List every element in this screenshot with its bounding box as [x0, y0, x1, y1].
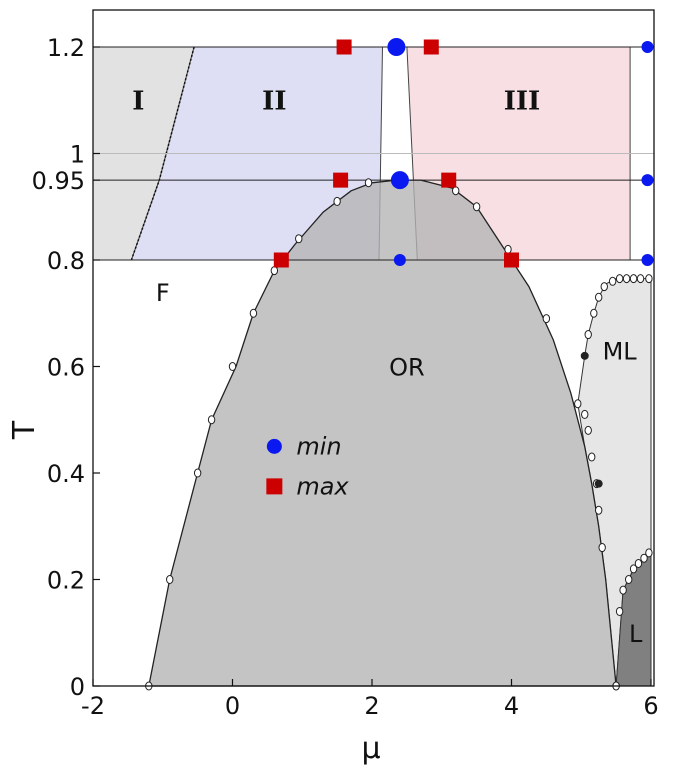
or-boundary-marker-16	[584, 425, 592, 435]
ml-boundary-marker-7	[629, 274, 638, 284]
min-point-large-1	[390, 171, 409, 190]
or-boundary-marker-1	[166, 575, 174, 584]
region-label-iii: III	[504, 86, 541, 116]
ml-boundary-marker-2	[594, 292, 603, 302]
ml-boundary-marker-1	[590, 308, 598, 318]
or-boundary-marker-14	[574, 399, 582, 409]
or-boundary-marker-6	[270, 266, 279, 276]
or-boundary-marker-10	[452, 186, 460, 196]
ml-boundary-marker-5	[615, 274, 624, 284]
y-tick-label-2: 0.4	[47, 460, 85, 488]
l-boundary-marker-4	[629, 564, 638, 574]
x-axis-title: μ	[361, 731, 380, 766]
y-tick-label-6: 1	[70, 141, 85, 169]
or-boundary-marker-12	[504, 244, 512, 254]
boundary-markers	[145, 178, 653, 691]
legend-min-label: min	[296, 432, 341, 460]
y-axis-title: T	[7, 420, 42, 440]
l-boundary-marker-1	[615, 606, 624, 616]
or-boundary-marker-2	[193, 468, 202, 478]
or-boundary-marker-19	[594, 505, 603, 515]
legend-max-marker	[266, 478, 283, 495]
ml-boundary-marker-3	[600, 282, 608, 292]
phase-label-f: F	[156, 279, 170, 307]
min-point-4	[641, 174, 654, 187]
or-boundary-marker-8	[333, 196, 341, 206]
or-boundary-marker-17	[588, 452, 596, 462]
x-tick-label-0: -2	[81, 692, 105, 720]
ml-boundary-marker-9	[645, 274, 653, 284]
or-boundary-marker-15	[581, 409, 589, 419]
critical-point-0	[580, 351, 589, 360]
ml-boundary-marker-4	[608, 276, 617, 286]
l-boundary-marker-6	[640, 553, 648, 563]
plot-frame	[92, 9, 655, 687]
min-point-2	[393, 254, 406, 266]
critical-point-1	[594, 479, 603, 488]
x-tick-label-1: 0	[225, 692, 240, 720]
or-boundary-marker-13	[542, 314, 551, 324]
or-boundary-marker-4	[228, 362, 237, 371]
y-tick-label-1: 0.2	[47, 567, 85, 595]
x-tick-label-3: 4	[504, 692, 519, 720]
y-tick-label-3: 0.6	[47, 354, 85, 382]
y-tick-label-5: 0.95	[32, 167, 85, 195]
or-boundary-marker-9	[364, 178, 373, 188]
legend-max-label: max	[296, 472, 349, 500]
or-boundary-marker-7	[295, 234, 303, 244]
min-point-3	[641, 41, 654, 53]
y-tick-label-0: 0	[70, 673, 85, 701]
x-tick-label-4: 6	[643, 692, 658, 720]
max-point-0	[336, 39, 352, 55]
max-point-1	[423, 39, 439, 55]
or-boundary-marker-20	[598, 543, 606, 553]
min-point-large-0	[387, 38, 406, 56]
l-boundary-marker-2	[619, 585, 627, 595]
y-tick-label-7: 1.2	[47, 34, 85, 62]
max-point-3	[441, 172, 457, 188]
phase-label-or: OR	[389, 354, 425, 382]
max-point-2	[333, 172, 349, 188]
max-point-5	[504, 252, 519, 268]
legend: min max	[266, 432, 349, 500]
region-label-i: I	[132, 86, 144, 116]
region-label-ii: II	[262, 86, 286, 116]
ml-boundary-marker-0	[584, 330, 592, 340]
plot-border	[92, 9, 655, 687]
guide-lines	[93, 46, 654, 261]
max-point-4	[273, 252, 289, 268]
ml-boundary-marker-6	[622, 274, 631, 284]
l-boundary-marker-7	[645, 548, 653, 558]
l-boundary-marker-5	[634, 559, 643, 569]
ml-boundary-marker-8	[636, 274, 645, 284]
x-tick-label-2: 2	[364, 692, 379, 720]
or-boundary-marker-11	[472, 202, 481, 212]
data-series	[273, 38, 654, 268]
min-point-5	[641, 254, 654, 266]
or-boundary-marker-3	[207, 415, 216, 425]
phase-label-l: L	[629, 620, 643, 648]
legend-min-marker	[266, 438, 282, 454]
or-boundary-marker-5	[249, 308, 258, 318]
y-tick-label-4: 0.8	[47, 247, 85, 275]
phase-label-ml: ML	[603, 338, 638, 366]
l-boundary-marker-3	[624, 575, 633, 584]
